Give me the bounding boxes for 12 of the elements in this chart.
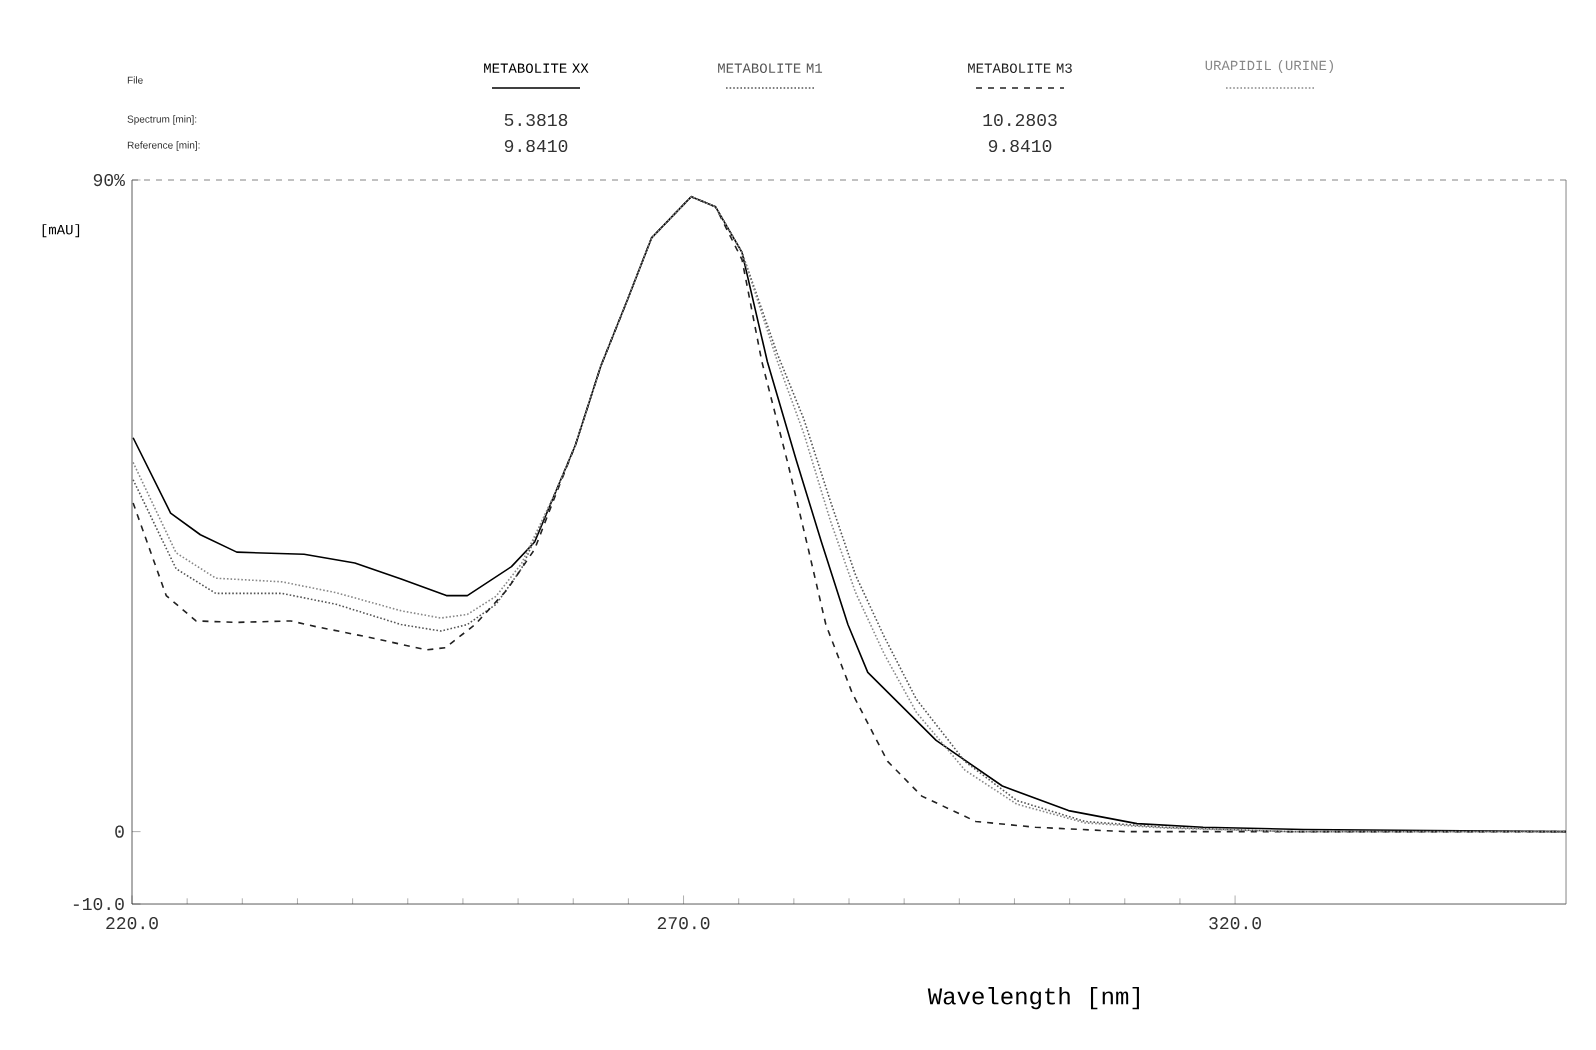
y-tick-label: -10.0 bbox=[73, 897, 124, 911]
y-tick-label: 90% bbox=[93, 173, 125, 187]
y-tick-label: 0 bbox=[115, 825, 124, 838]
x-tick-label: 220.0 bbox=[106, 917, 158, 930]
text: 9.8410 bbox=[504, 139, 568, 153]
x-tick-label: 320.0 bbox=[1209, 917, 1261, 930]
x-tick-label: 270.0 bbox=[657, 917, 710, 930]
line-series bbox=[132, 195, 1567, 833]
text: 10.2803 bbox=[983, 113, 1057, 127]
text: 9.8410 bbox=[988, 139, 1052, 153]
x-axis-title: Wavelength [nm] bbox=[927, 986, 1139, 1010]
text: 5.3818 bbox=[504, 113, 568, 127]
